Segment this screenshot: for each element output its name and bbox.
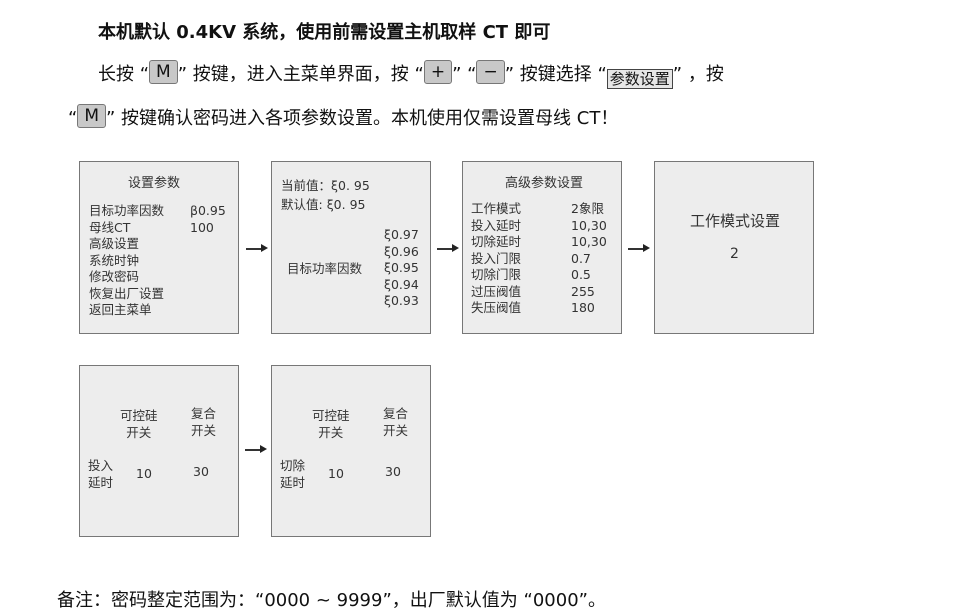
instruction-line-2: “M” 按键确认密码进入各项参数设置。本机使用仅需设置母线 CT！ <box>68 104 618 130</box>
screen-on-delay: 可控硅 开关 复合 开关 投入 延时 10 30 <box>79 365 239 537</box>
menu-item: 高级设置 <box>89 236 140 251</box>
text: “ <box>68 108 78 129</box>
menu-item: 恢复出厂设置 <box>89 285 165 301</box>
label: 当前值： <box>281 178 332 193</box>
row-header: 投入 延时 <box>88 458 114 490</box>
menu-list: 目标功率因数 母线CT 高级设置 系统时钟 修改密码 恢复出厂设置 返回主菜单 <box>89 203 164 319</box>
menu-item: 返回主菜单 <box>89 302 152 317</box>
item: 切除延时 <box>471 234 522 249</box>
menu-item: 母线CT <box>89 219 131 235</box>
value: ξ0. 95 <box>331 178 370 193</box>
value: 10 <box>136 466 152 481</box>
col-header: 可控硅 开关 <box>312 408 350 440</box>
col-header: 复合 开关 <box>191 406 217 438</box>
screen-power-factor: 当前值：ξ0. 95 默认值: ξ0. 95 目标功率因数 ξ0.97 ξ0.9… <box>271 161 431 334</box>
value: 0.5 <box>571 267 591 282</box>
default-value: 默认值: ξ0. 95 <box>281 197 365 214</box>
label: 默认值: <box>281 197 323 212</box>
mode-value: 2 <box>730 246 739 262</box>
item: 工作模式 <box>471 201 522 216</box>
text: 长按 “ <box>98 64 150 85</box>
value: 180 <box>571 300 595 315</box>
item: 投入延时 <box>471 217 522 233</box>
option: ξ0.96 <box>384 243 419 259</box>
instruction-line-1: 长按 “M” 按键，进入主菜单界面，按 “+” “−” 按键选择 “参数设置” … <box>98 60 724 89</box>
option: ξ0.94 <box>384 276 419 292</box>
option: ξ0.95 <box>384 260 419 275</box>
value: β0.95 <box>190 203 226 218</box>
heading: 本机默认 0.4KV 系统，使用前需设置主机取样 CT 即可 <box>98 22 551 43</box>
text: ” 按键，进入主菜单界面，按 “ <box>177 64 424 85</box>
pf-label: 目标功率因数 <box>287 261 363 276</box>
value: 10,30 <box>571 234 607 249</box>
item-list: 工作模式 投入延时 切除延时 投入门限 切除门限 过压阀值 失压阀值 <box>471 201 521 317</box>
value: 10 <box>328 466 344 481</box>
screen-title: 高级参数设置 <box>505 176 584 191</box>
col-header: 可控硅 开关 <box>120 408 158 440</box>
arrow-icon <box>246 245 268 251</box>
screen-advanced: 高级参数设置 工作模式 投入延时 切除延时 投入门限 切除门限 过压阀值 失压阀… <box>462 161 622 334</box>
value: ξ0. 95 <box>326 197 366 212</box>
minus-key-icon: − <box>476 60 505 84</box>
screen-title: 设置参数 <box>128 176 181 191</box>
screen-work-mode: 工作模式设置 2 <box>654 161 814 334</box>
item: 失压阀值 <box>471 300 522 315</box>
screen-off-delay: 可控硅 开关 复合 开关 切除 延时 10 30 <box>271 365 431 537</box>
value: 100 <box>190 219 214 235</box>
screen-settings: 设置参数 目标功率因数 母线CT 高级设置 系统时钟 修改密码 恢复出厂设置 返… <box>79 161 239 334</box>
menu-item: 目标功率因数 <box>89 203 165 218</box>
item: 过压阀值 <box>471 283 522 299</box>
value: 2象限 <box>571 201 604 216</box>
m-key-icon: M <box>77 104 106 128</box>
value: 255 <box>571 283 595 299</box>
item: 切除门限 <box>471 267 522 282</box>
text: ” ，按 <box>672 64 724 85</box>
text: ” 按键选择 “ <box>504 64 607 85</box>
arrow-icon <box>437 245 459 251</box>
text: ” “ <box>452 64 477 85</box>
value-list: β0.95 100 <box>190 203 226 236</box>
current-value: 当前值：ξ0. 95 <box>281 178 370 195</box>
arrow-icon <box>245 446 267 452</box>
item: 投入门限 <box>471 250 522 266</box>
option: ξ0.97 <box>384 227 419 242</box>
arrow-icon <box>628 245 650 251</box>
menu-item-icon: 参数设置 <box>606 69 673 89</box>
value: 30 <box>385 464 401 479</box>
plus-key-icon: + <box>423 60 453 84</box>
text: ” 按键确认密码进入各项参数设置。本机使用仅需设置母线 CT！ <box>106 108 619 129</box>
value-list: 2象限 10,30 10,30 0.7 0.5 255 180 <box>571 201 607 317</box>
menu-item: 修改密码 <box>89 269 140 284</box>
option: ξ0.93 <box>384 293 419 308</box>
value: 10,30 <box>571 217 607 233</box>
value: 0.7 <box>571 250 591 266</box>
value: 30 <box>193 464 209 479</box>
menu-item: 系统时钟 <box>89 252 140 268</box>
m-key-icon: M <box>149 60 178 84</box>
row-header: 切除 延时 <box>280 458 306 490</box>
screen-title: 工作模式设置 <box>690 212 781 230</box>
option-list: ξ0.97 ξ0.96 ξ0.95 ξ0.94 ξ0.93 <box>384 227 419 310</box>
note: 备注：密码整定范围为：“0000 ~ 9999”，出厂默认值为 “0000”。 <box>57 590 606 611</box>
col-header: 复合 开关 <box>383 406 409 438</box>
